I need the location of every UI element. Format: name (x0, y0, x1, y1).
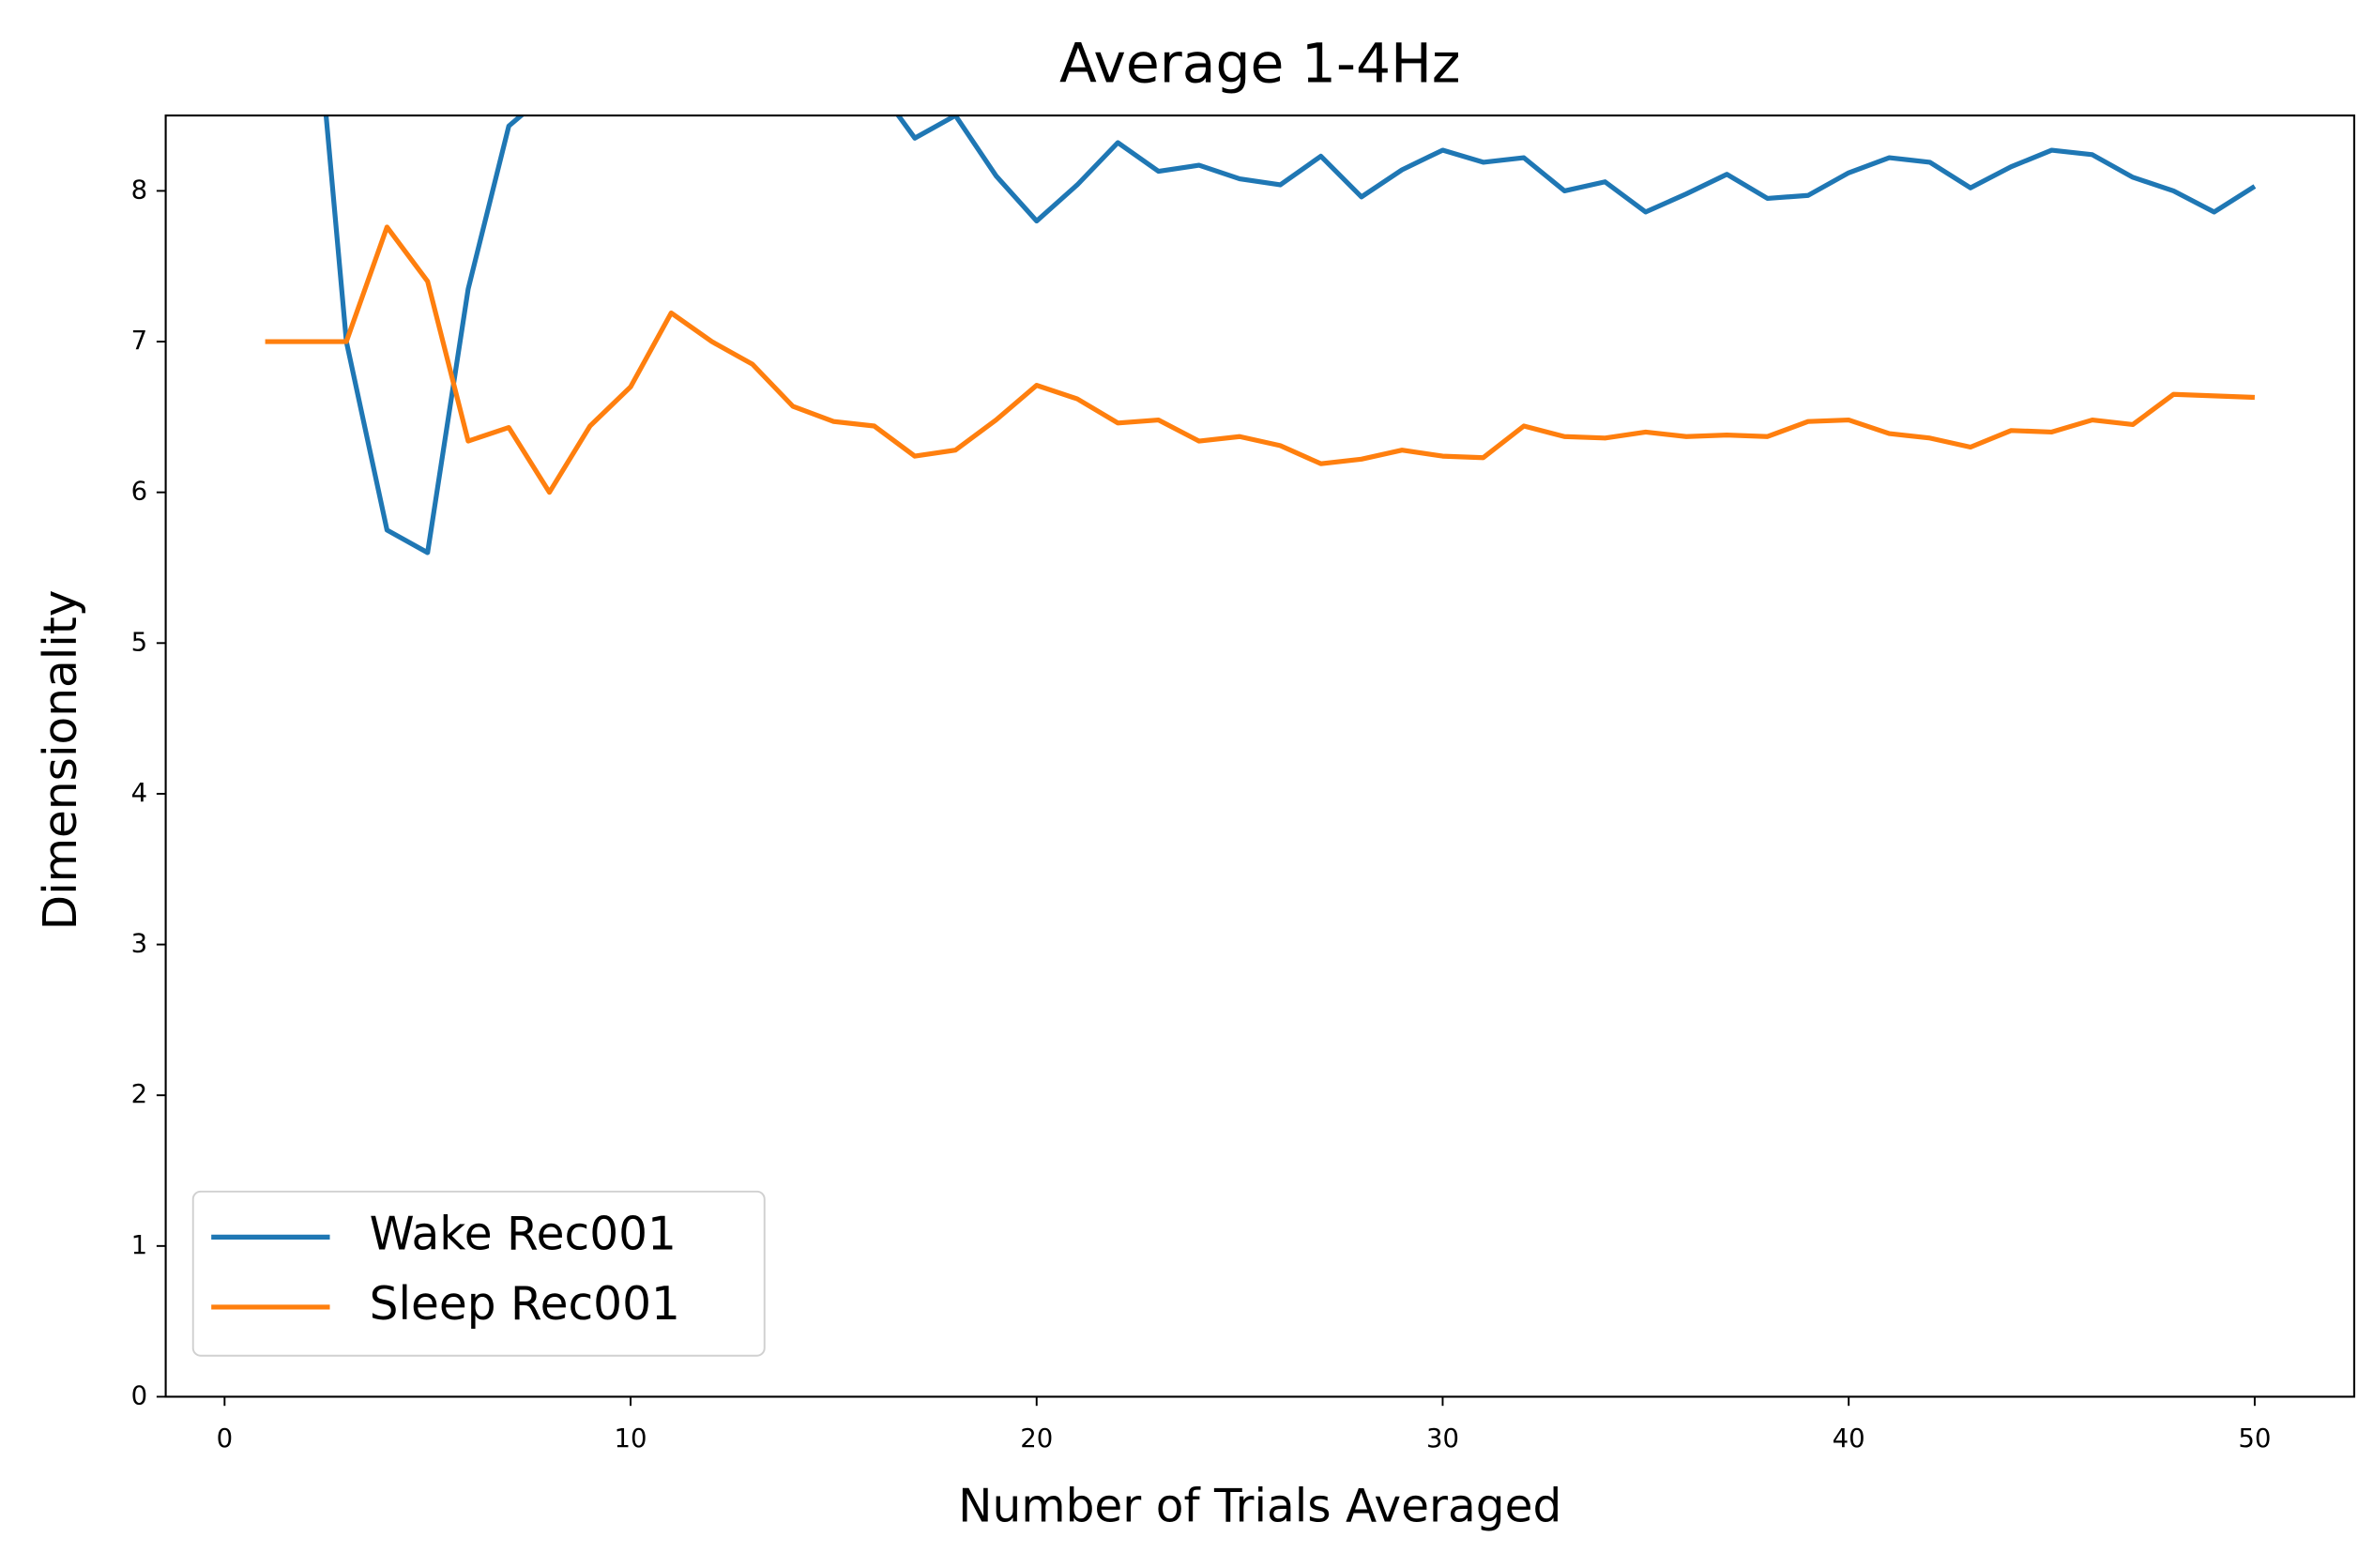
y-tick-label: 1 (131, 1230, 148, 1260)
plot-area (265, 115, 2257, 556)
y-tick-label: 7 (131, 326, 148, 356)
axes-frame (164, 114, 2355, 1398)
legend-label: Wake Rec001 (370, 1208, 677, 1260)
y-axis-label: Dimensionality (35, 589, 87, 930)
legend-label: Sleep Rec001 (370, 1278, 680, 1331)
x-tick-label: 30 (1426, 1423, 1459, 1454)
y-tick-label: 3 (131, 929, 148, 959)
series-line (323, 115, 2257, 556)
y-tick-label: 2 (131, 1079, 148, 1109)
x-tick-label: 40 (1833, 1423, 1865, 1454)
chart-title: Average 1-4Hz (1059, 31, 1461, 95)
x-tick-label: 20 (1020, 1423, 1053, 1454)
x-tick-label: 10 (615, 1423, 647, 1454)
y-tick-label: 6 (131, 477, 148, 507)
series-line (265, 224, 2255, 495)
x-tick-label: 50 (2238, 1423, 2271, 1454)
y-tick-label: 5 (131, 627, 148, 657)
y-tick-label: 8 (131, 175, 148, 205)
legend-box (191, 1190, 766, 1357)
y-tick-label: 0 (131, 1380, 148, 1410)
x-axis-label: Number of Trials Averaged (958, 1480, 1561, 1532)
x-tick-label: 0 (217, 1423, 234, 1454)
y-tick-label: 4 (131, 778, 148, 808)
